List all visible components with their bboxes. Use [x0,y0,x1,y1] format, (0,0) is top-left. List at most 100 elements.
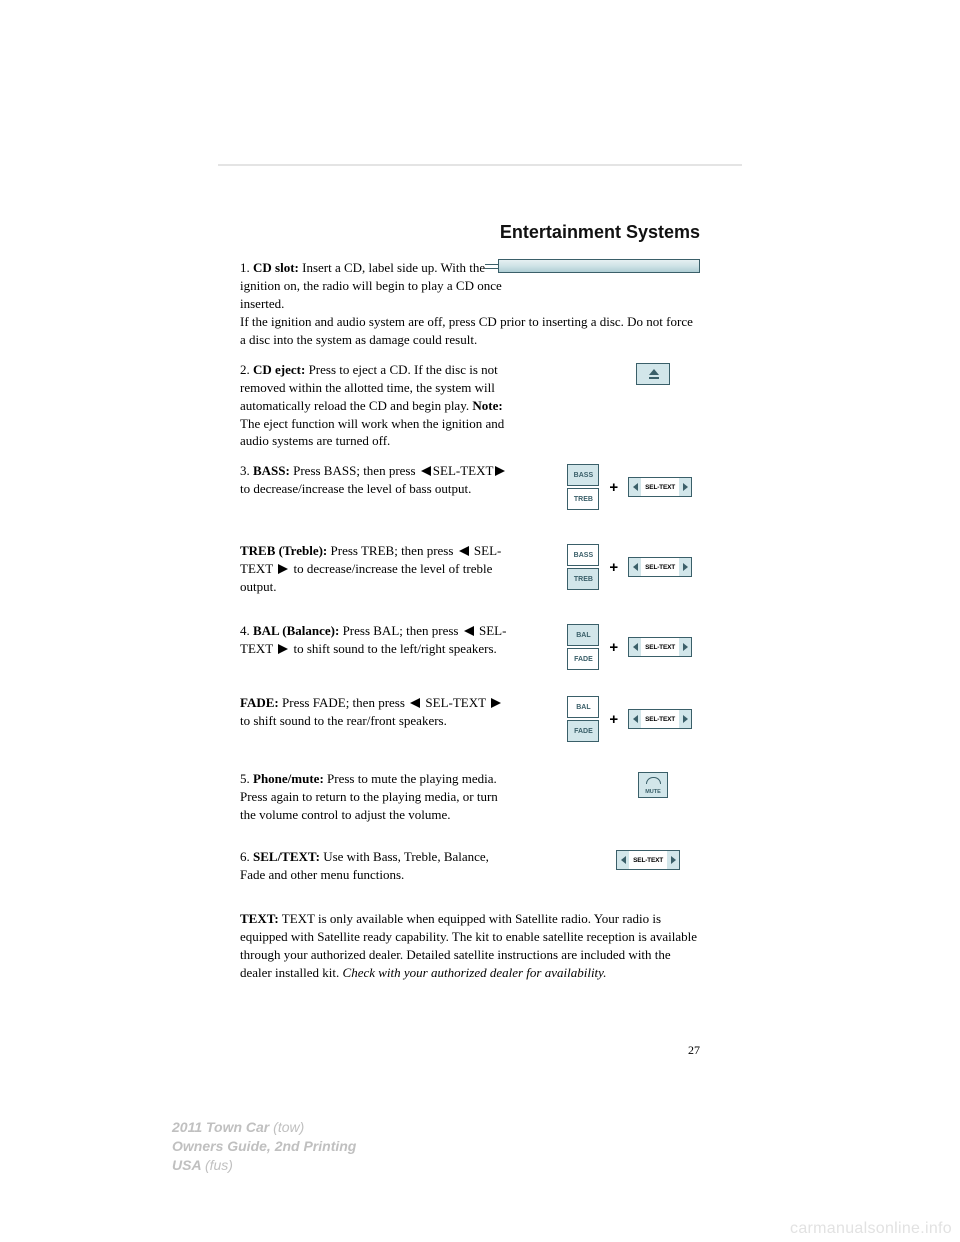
item-body-b: SEL-TEXT [425,695,485,710]
item-label: BASS: [253,463,290,478]
item-text-note: TEXT: TEXT is only available when equipp… [240,910,700,982]
item-label: BAL (Balance): [253,623,339,638]
item-body-c: to shift sound to the left/right speaker… [293,641,496,656]
item-cd-eject: 2. CD eject: Press to eject a CD. If the… [240,361,700,451]
rocker-bottom: FADE [567,720,599,742]
rocker-top: BASS [567,464,599,486]
item-text: 3. BASS: Press BASS; then press SEL-TEXT… [240,462,510,498]
left-arrow-icon [629,710,641,728]
left-arrow-icon [629,478,641,496]
item-text: 6. SEL/TEXT: Use with Bass, Treble, Bala… [240,848,510,884]
figure-bass-treb: BASS TREB + SEL-TEXT [567,464,692,510]
rocker-bottom: FADE [567,648,599,670]
item-number: 2. [240,362,250,377]
footer-line-3: USA (fus) [172,1156,356,1175]
item-body-c: to shift sound to the rear/front speaker… [240,713,447,728]
item-text: TEXT: TEXT is only available when equipp… [240,910,700,982]
footer-model: 2011 Town Car [172,1119,269,1135]
note-body: The eject function will work when the ig… [240,416,504,449]
triangle-right-icon [278,644,288,654]
right-arrow-icon [679,710,691,728]
item-phone-mute: MUTE 5. Phone/mute: Press to mute the pl… [240,770,700,836]
item-bass: BASS TREB + SEL-TEXT 3. BASS: Press BASS… [240,462,700,530]
rocker-top: BASS [567,544,599,566]
right-arrow-icon [679,638,691,656]
seltext-label: SEL-TEXT [641,564,679,571]
triangle-right-icon [495,466,505,476]
item-number: 3. [240,463,250,478]
rocker-button: BASS TREB [567,544,599,590]
item-text: 1. CD slot: Insert a CD, label side up. … [240,259,510,313]
item-tail: If the ignition and audio system are off… [240,313,700,349]
item-number: 4. [240,623,250,638]
mute-label: MUTE [639,789,667,795]
seltext-label: SEL-TEXT [641,644,679,651]
figure-cd-slot [498,259,700,278]
rocker-button: BAL FADE [567,624,599,670]
right-arrow-icon [679,478,691,496]
item-text: 2. CD eject: Press to eject a CD. If the… [240,361,510,451]
item-body-b: SEL-TEXT [433,463,494,478]
item-body-c: to decrease/increase the level of bass o… [240,481,471,496]
figure-treb: BASS TREB + SEL-TEXT [567,544,692,590]
left-arrow-icon [617,851,629,869]
item-label: TREB (Treble): [240,543,327,558]
item-cd-slot: 1. CD slot: Insert a CD, label side up. … [240,259,700,349]
item-seltext: SEL-TEXT 6. SEL/TEXT: Use with Bass, Tre… [240,848,700,898]
seltext-button: SEL-TEXT [616,850,680,870]
item-treb: BASS TREB + SEL-TEXT TREB (Treble): Pres… [240,542,700,610]
footer-line-2: Owners Guide, 2nd Printing [172,1137,356,1156]
footer-code: (tow) [273,1119,304,1135]
figure-bal-fade: BAL FADE + SEL-TEXT [567,624,692,670]
rocker-button: BAL FADE [567,696,599,742]
triangle-left-icon [410,698,420,708]
item-label: SEL/TEXT: [253,849,320,864]
footer-line-1: 2011 Town Car (tow) [172,1118,356,1137]
seltext-button: SEL-TEXT [628,709,692,729]
item-body-a: Press BASS; then press [293,463,415,478]
rocker-bottom: TREB [567,568,599,590]
figure-mute: MUTE [638,772,668,803]
item-text: FADE: Press FADE; then press SEL-TEXT to… [240,694,510,730]
seltext-button: SEL-TEXT [628,637,692,657]
rocker-top: BAL [567,624,599,646]
rocker-bottom: TREB [567,488,599,510]
item-number: 5. [240,771,250,786]
right-arrow-icon [667,851,679,869]
mute-icon: MUTE [638,772,668,798]
item-bal: BAL FADE + SEL-TEXT 4. BAL (Balance): Pr… [240,622,700,682]
figure-seltext: SEL-TEXT [616,850,680,870]
right-arrow-icon [679,558,691,576]
plus-icon: + [609,639,618,656]
item-italic: Check with your authorized dealer for av… [343,965,607,980]
manual-page: Entertainment Systems 1. CD slot: Insert… [218,166,742,1082]
item-text: 4. BAL (Balance): Press BAL; then press … [240,622,510,658]
footer-region-code: (fus) [205,1157,233,1173]
rocker-button: BASS TREB [567,464,599,510]
plus-icon: + [609,559,618,576]
figure-fade: BAL FADE + SEL-TEXT [567,696,692,742]
plus-icon: + [609,711,618,728]
item-body-a: Press FADE; then press [282,695,405,710]
item-body-a: Press BAL; then press [343,623,459,638]
plus-icon: + [609,479,618,496]
item-label: TEXT: [240,911,279,926]
item-number: 6. [240,849,250,864]
triangle-left-icon [459,546,469,556]
item-label: CD slot: [253,260,299,275]
eject-icon [636,363,670,385]
section-title: Entertainment Systems [240,222,700,243]
page-number: 27 [688,1043,700,1058]
seltext-button: SEL-TEXT [628,477,692,497]
item-text: 5. Phone/mute: Press to mute the playing… [240,770,510,824]
seltext-button: SEL-TEXT [628,557,692,577]
watermark: carmanualsonline.info [0,1220,952,1238]
item-text: TREB (Treble): Press TREB; then press SE… [240,542,510,596]
item-label: FADE: [240,695,279,710]
seltext-label: SEL-TEXT [629,857,667,864]
figure-eject [636,363,670,390]
left-arrow-icon [629,638,641,656]
item-label: CD eject: [253,362,305,377]
triangle-right-icon [491,698,501,708]
left-arrow-icon [629,558,641,576]
